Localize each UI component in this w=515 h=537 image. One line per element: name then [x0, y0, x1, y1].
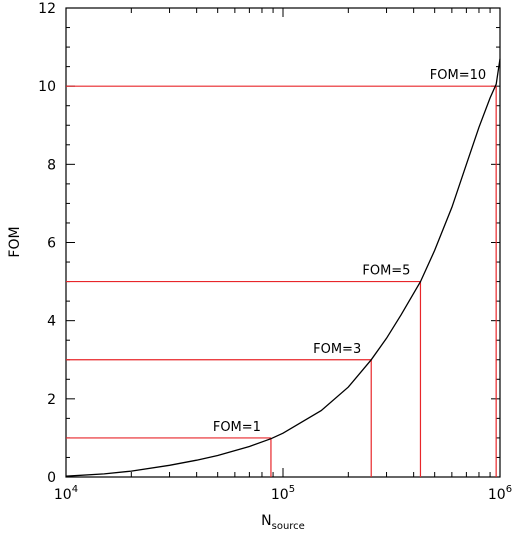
fom-label: FOM=1: [213, 420, 261, 435]
y-axis-label: FOM: [7, 226, 23, 257]
y-tick-label: 4: [47, 314, 56, 330]
x-tick-exponent: 6: [506, 484, 512, 495]
x-axis-label-main: N: [261, 513, 271, 529]
fom-markers: [66, 85, 497, 477]
x-tick-label: 106: [488, 484, 512, 503]
fom-label: FOM=5: [362, 264, 410, 279]
y-tick-label: 0: [47, 470, 56, 486]
y-tick-label: 2: [47, 392, 56, 408]
axis-ticks: [65, 7, 501, 478]
x-tick-base: 10: [488, 487, 506, 503]
x-tick-base: 10: [271, 487, 289, 503]
fom-curve: [65, 58, 501, 477]
fom-label: FOM=3: [313, 342, 361, 357]
x-axis-label: Nsource: [261, 513, 305, 532]
x-axis-label-sub: source: [272, 521, 305, 532]
x-tick-exponent: 4: [72, 484, 78, 495]
y-tick-label: 12: [38, 1, 56, 17]
fom-label: FOM=10: [430, 68, 486, 83]
x-tick-base: 10: [54, 487, 72, 503]
y-tick-label: 6: [47, 236, 56, 252]
x-tick-exponent: 5: [289, 484, 295, 495]
y-tick-label: 8: [47, 157, 56, 173]
x-tick-label: 104: [54, 484, 78, 503]
x-tick-label: 105: [271, 484, 295, 503]
y-tick-label: 10: [38, 79, 56, 95]
